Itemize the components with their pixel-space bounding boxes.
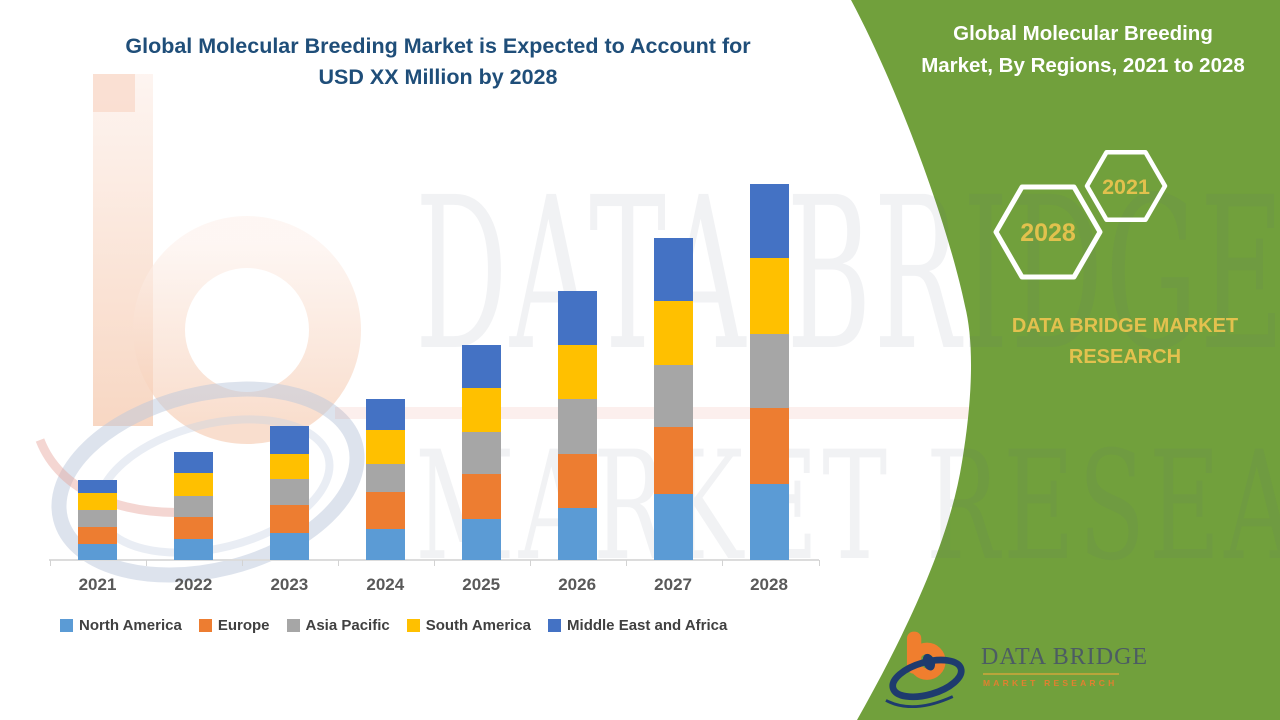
bar-segment [365,464,405,492]
bar-segment [365,430,405,464]
brand-line1: DATA BRIDGE MARKET [1011,315,1239,337]
footer-brand-tagline: MARKET RESEARCH [983,678,1118,688]
axis-tick [337,560,339,566]
bar-segment [365,492,405,529]
bar-segment [365,529,405,560]
legend-item: South America [406,617,532,634]
legend-item: Middle East and Africa [548,617,727,634]
footer-rule [983,673,1119,675]
bar-segment [269,533,309,560]
watermark-swoosh-inner [94,415,334,557]
footer-logo: DATA BRIDGE MARKET RESEARCH [883,624,1148,708]
legend-label: South America [425,617,532,634]
legend-label: North America [79,617,182,634]
brand-line2: RESEARCH [1068,346,1182,368]
x-axis-label: 2022 [174,575,213,594]
chart-title-line2: USD XX Million by 2028 [318,65,558,89]
legend-item: Europe [198,617,270,634]
bar-segment [269,426,309,454]
bar-segment [173,452,213,473]
legend-swatch [198,619,212,632]
panel-title-line2: Market, By Regions, 2021 to 2028 [921,54,1245,77]
legend-swatch [60,619,73,632]
watermark-text-line2: MARKET RESEARCH [415,420,1280,594]
legend-swatch [286,619,300,632]
watermark-b-stem [93,74,153,426]
legend-label: Middle East and Africa [567,617,728,634]
axis-tick [145,560,147,566]
bar-segment [173,473,213,496]
bar-segment [78,493,117,510]
bar-segment [78,544,117,560]
legend-label: Asia Pacific [305,617,390,634]
legend-swatch [406,619,420,632]
bar-segment [269,505,309,533]
legend-item: North America [60,617,182,634]
brand-name-text: DATA BRIDGE MARKET RESEARCH [975,311,1275,373]
legend-item: Asia Pacific [286,617,390,634]
data-bridge-logo-icon [885,631,965,708]
watermark-accent-line [335,407,1280,419]
axis-tick [49,560,51,566]
watermark-red-arc [35,438,193,517]
panel-title-line1: Global Molecular Breeding [953,22,1213,45]
watermark-b-bowl [133,216,361,444]
legend-swatch [548,619,562,632]
bar-segment [173,539,213,560]
bar-segment [269,454,309,479]
watermark-swoosh-outer [51,381,365,583]
x-axis-label: 2021 [78,575,117,594]
x-axis-label: 2024 [366,575,405,594]
bar-segment [78,527,117,544]
bar-segment [78,480,117,493]
legend-label: Europe [217,617,270,634]
footer-brand-name: DATA BRIDGE [981,644,1149,670]
chart-title-line1: Global Molecular Breeding Market is Expe… [125,34,751,58]
chart-title: Global Molecular Breeding Market is Expe… [60,31,816,93]
bar-segment [269,479,309,505]
bar-segment [78,510,117,527]
axis-tick [241,560,243,566]
bar-segment [173,517,213,539]
bar-segment [173,496,213,517]
x-axis-label: 2023 [270,575,309,594]
panel-title: Global Molecular Breeding Market, By Reg… [886,18,1280,82]
chart-legend: North America Europe Asia Pacific South Ame… [60,617,727,634]
